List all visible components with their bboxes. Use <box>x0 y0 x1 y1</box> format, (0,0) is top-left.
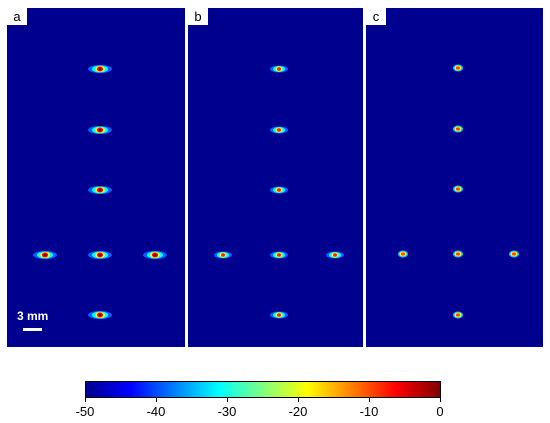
scale-bar-line <box>23 328 42 331</box>
focal-spot <box>453 125 463 133</box>
focal-spot <box>270 186 288 194</box>
focal-spot <box>509 250 519 258</box>
scale-bar-label: 3 mm <box>17 309 49 323</box>
focal-spot <box>453 185 463 193</box>
colorbar-tick-label: -20 <box>288 404 308 419</box>
focal-spot <box>88 65 112 73</box>
panel-label-c: c <box>366 8 386 25</box>
focal-spot <box>326 251 344 259</box>
colorbar-tick-label: -30 <box>217 404 237 419</box>
focal-spot <box>270 311 288 319</box>
colorbar-tick-label: 0 <box>436 404 444 419</box>
focal-spot <box>270 65 288 73</box>
panel-c: c <box>366 8 543 347</box>
focal-spot <box>33 251 57 259</box>
focal-spot <box>88 251 112 259</box>
focal-spot <box>270 251 288 259</box>
panel-a: a <box>7 8 185 347</box>
colorbar-tick <box>156 398 157 402</box>
colorbar-tick-label: -50 <box>75 404 95 419</box>
focal-spot <box>88 126 112 134</box>
focal-spot <box>88 186 112 194</box>
colorbar-tick <box>85 398 86 402</box>
colorbar-tick-label: -40 <box>146 404 166 419</box>
focal-spot <box>453 250 463 258</box>
focal-spot <box>88 311 112 319</box>
scale-bar: 3 mm <box>17 309 51 337</box>
colorbar-tick-label: -10 <box>359 404 379 419</box>
focal-spot <box>214 251 232 259</box>
panel-label-a: a <box>7 8 27 25</box>
colorbar <box>85 381 441 398</box>
focal-spot <box>143 251 167 259</box>
panel-label-b: b <box>188 8 208 25</box>
panel-b: b <box>188 8 363 347</box>
focal-spot <box>453 311 463 319</box>
focal-spot <box>453 64 463 72</box>
colorbar-tick <box>227 398 228 402</box>
colorbar-tick <box>369 398 370 402</box>
focal-spot <box>398 250 408 258</box>
focal-spot <box>270 126 288 134</box>
colorbar-tick <box>298 398 299 402</box>
colorbar-tick <box>440 398 441 402</box>
